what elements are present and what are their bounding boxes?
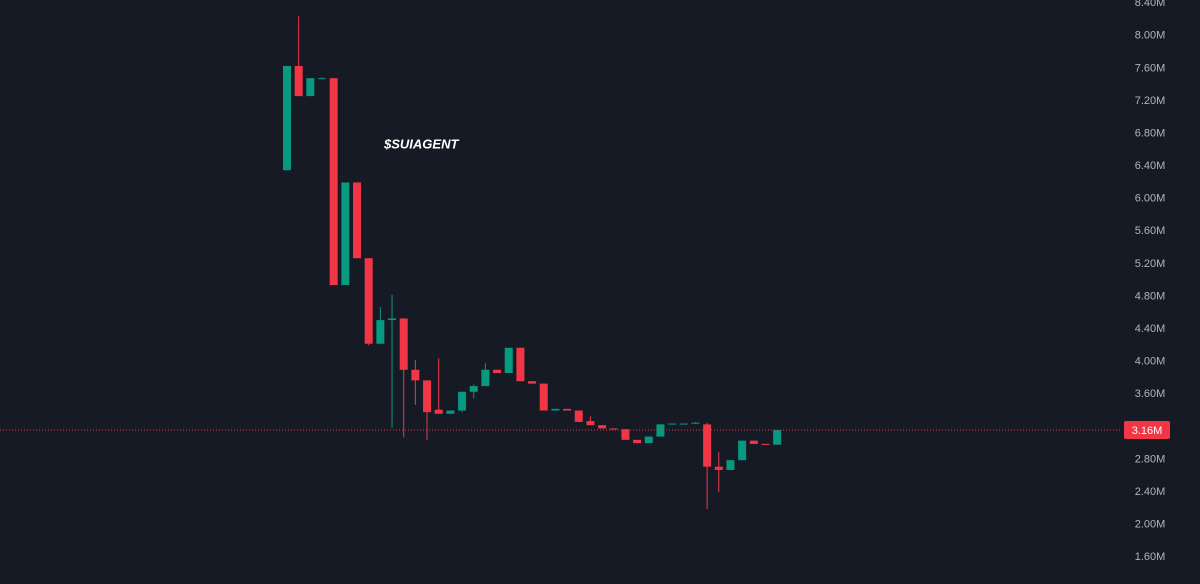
- candle-body: [434, 409, 443, 414]
- candle-body: [376, 320, 385, 344]
- candle-body: [714, 466, 723, 470]
- candle-body: [399, 318, 408, 370]
- candle-body: [749, 440, 758, 444]
- y-tick-label: 8.40M: [1135, 0, 1166, 9]
- y-tick-label: 2.80M: [1135, 453, 1166, 465]
- y-tick-label: 2.40M: [1135, 486, 1166, 498]
- last-price-label: 3.16M: [1132, 425, 1163, 437]
- y-tick-label: 6.80M: [1135, 127, 1166, 139]
- candle-body: [423, 380, 432, 413]
- candle-body: [644, 436, 653, 444]
- y-tick-label: 6.40M: [1135, 160, 1166, 172]
- candle-body: [504, 347, 513, 374]
- y-tick-label: 4.40M: [1135, 323, 1166, 335]
- candle-body: [294, 65, 303, 97]
- candle-body: [609, 428, 618, 430]
- y-tick-label: 3.60M: [1135, 388, 1166, 400]
- y-tick-label: 2.00M: [1135, 518, 1166, 530]
- candle-body: [353, 182, 362, 259]
- candle-body: [528, 381, 537, 384]
- candle-body: [516, 347, 525, 382]
- y-tick-label: 1.60M: [1135, 551, 1166, 563]
- candle-body: [738, 440, 747, 461]
- y-tick-label: 5.20M: [1135, 258, 1166, 270]
- y-tick-label: 4.00M: [1135, 356, 1166, 368]
- y-tick-label: 4.80M: [1135, 290, 1166, 302]
- candle-body: [364, 258, 373, 344]
- candle-body: [586, 421, 595, 426]
- y-tick-label: 7.20M: [1135, 95, 1166, 107]
- candle-body: [633, 439, 642, 444]
- candle-body: [388, 318, 397, 321]
- annotation: $SUIAGENT: [383, 136, 459, 151]
- y-tick-label: 5.60M: [1135, 225, 1166, 237]
- candle-body: [726, 460, 735, 470]
- candle-body: [411, 369, 420, 381]
- candle-body: [481, 369, 490, 387]
- candle-body: [703, 424, 712, 467]
- candle-body: [563, 408, 572, 411]
- y-tick-label: 7.60M: [1135, 62, 1166, 74]
- candle-body: [493, 369, 502, 374]
- candle-body: [621, 429, 630, 440]
- candle-body: [761, 443, 770, 445]
- y-tick-label: 6.00M: [1135, 193, 1166, 205]
- candle-body: [691, 422, 700, 424]
- candle-body: [341, 182, 350, 286]
- candle-body: [469, 386, 478, 392]
- last-price-box: [1124, 421, 1170, 440]
- candle-body: [668, 423, 677, 425]
- candle-body: [458, 391, 467, 411]
- candle-body: [539, 383, 548, 411]
- candle-body: [318, 78, 327, 80]
- candle-body: [551, 408, 560, 411]
- y-tick-label: 8.00M: [1135, 30, 1166, 42]
- candle-body: [283, 65, 291, 171]
- candle-body: [574, 410, 583, 422]
- candle-body: [446, 410, 455, 414]
- candle-body: [598, 425, 607, 429]
- candle-body: [679, 423, 688, 425]
- candle-body: [773, 430, 782, 445]
- candle-body: [329, 78, 338, 286]
- candle-body: [306, 78, 315, 97]
